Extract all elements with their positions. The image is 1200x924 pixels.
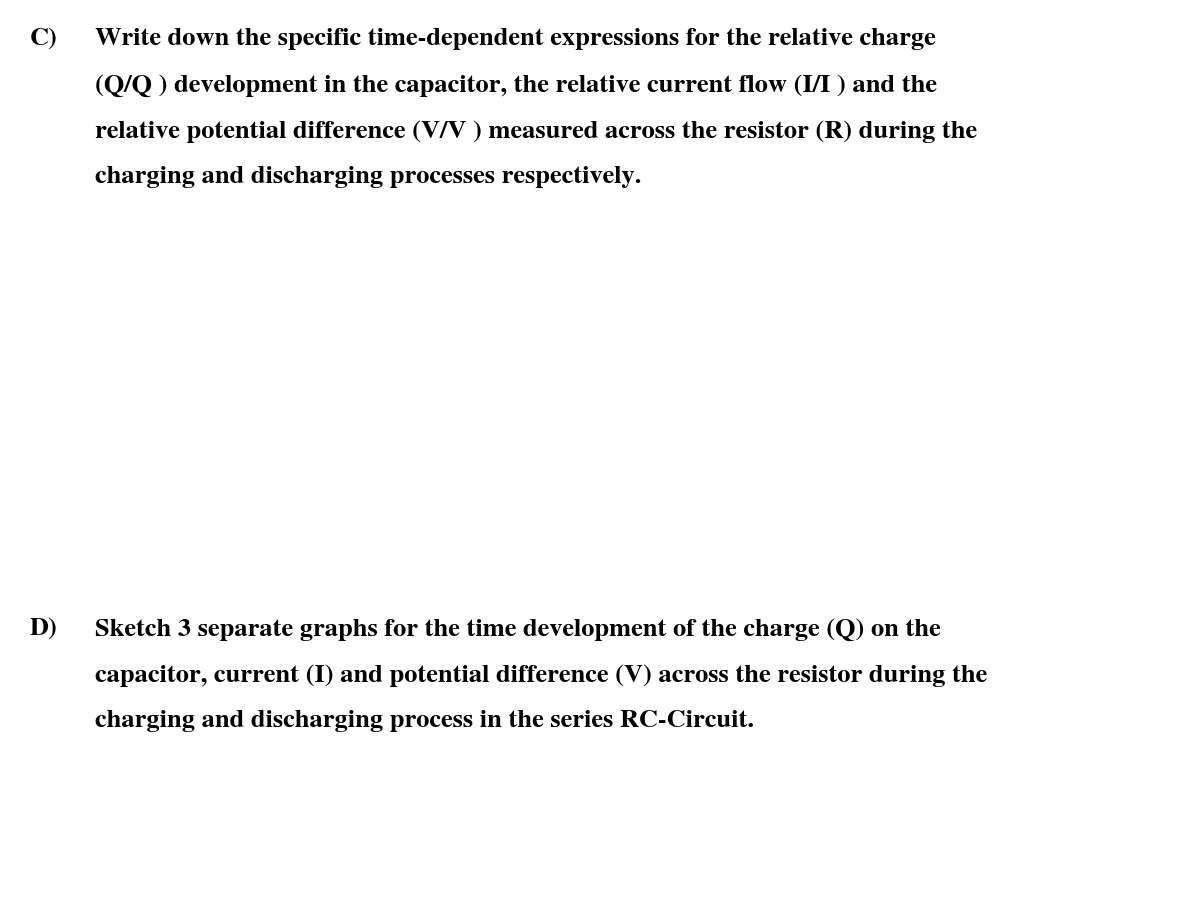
Text: charging and discharging process in the series RC-Circuit.: charging and discharging process in the … [95, 710, 754, 732]
Text: capacitor, current (I) and potential difference (V) across the resistor during t: capacitor, current (I) and potential dif… [95, 664, 988, 687]
Text: Write down the specific time-dependent expressions for the relative charge: Write down the specific time-dependent e… [95, 28, 936, 50]
Text: C): C) [30, 28, 58, 50]
Text: Sketch 3 separate graphs for the time development of the charge (Q) on the: Sketch 3 separate graphs for the time de… [95, 618, 941, 641]
Text: D): D) [30, 618, 58, 640]
Text: relative potential difference (V/V₀) measured across the resistor (R) during the: relative potential difference (V/V₀) mea… [95, 120, 977, 142]
Text: (Q/Q₀) development in the capacitor, the relative current flow (I/I₀) and the: (Q/Q₀) development in the capacitor, the… [95, 74, 937, 97]
Text: charging and discharging processes respectively.: charging and discharging processes respe… [95, 166, 641, 188]
